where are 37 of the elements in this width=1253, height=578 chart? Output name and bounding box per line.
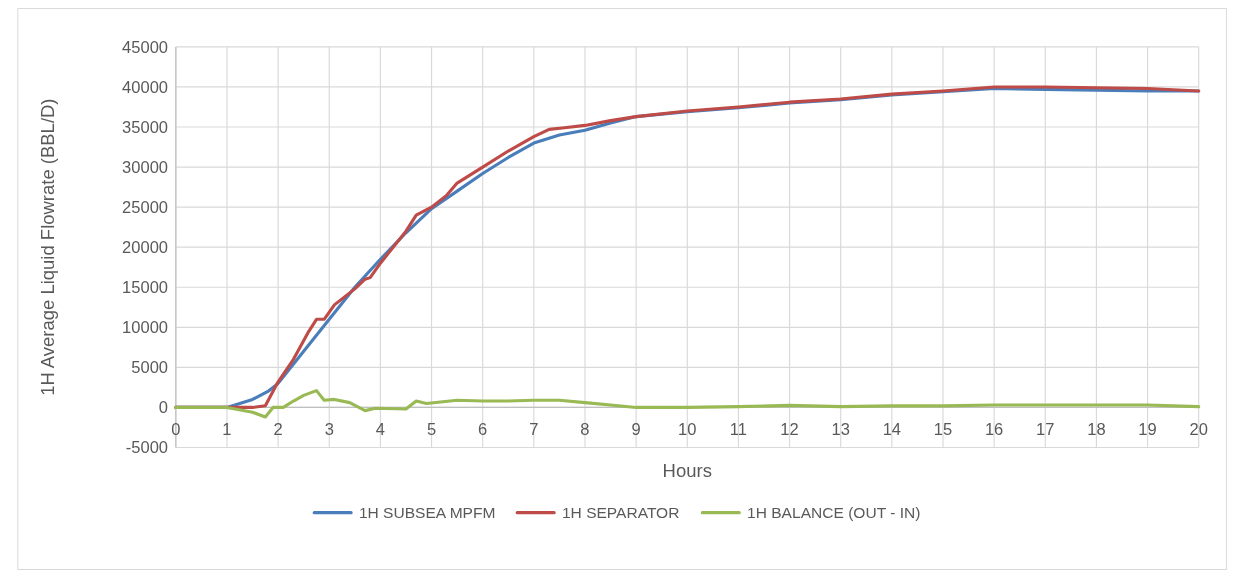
y-tick-label: 20000 <box>122 237 169 257</box>
y-tick-label: 40000 <box>122 77 169 97</box>
x-tick-label: 3 <box>324 419 334 439</box>
x-tick-label: 4 <box>375 419 385 439</box>
y-tick-label: -5000 <box>125 438 169 458</box>
y-tick-label: 0 <box>158 398 169 418</box>
x-tick-label: 6 <box>478 419 488 439</box>
y-tick-label: 10000 <box>122 318 169 338</box>
x-tick-label: 12 <box>780 419 799 439</box>
x-tick-label: 5 <box>426 419 437 439</box>
x-tick-label: 9 <box>631 419 641 439</box>
y-tick-label: 30000 <box>122 157 169 177</box>
y-tick-label: 45000 <box>122 37 169 57</box>
x-tick-label: 18 <box>1087 419 1106 439</box>
x-tick-label: 1 <box>222 419 232 439</box>
x-tick-label: 17 <box>1036 419 1055 439</box>
y-tick-label: 15000 <box>122 278 169 298</box>
legend-label: 1H SUBSEA MPFM <box>358 504 496 522</box>
legend-label: 1H BALANCE (OUT - IN) <box>747 504 921 522</box>
y-tick-label: 5000 <box>131 358 169 378</box>
x-tick-label: 11 <box>729 419 747 439</box>
y-tick-label: 25000 <box>122 197 169 217</box>
x-tick-label: 20 <box>1189 419 1208 439</box>
x-axis-title: Hours <box>662 459 712 481</box>
legend-label: 1H SEPARATOR <box>561 504 680 522</box>
y-axis-title: 1H Average Liquid Flowrate (BBL/D) <box>37 98 59 396</box>
x-tick-label: 19 <box>1138 419 1157 439</box>
x-tick-label: 15 <box>933 419 953 439</box>
y-tick-label: 35000 <box>122 117 169 137</box>
x-tick-label: 7 <box>529 419 539 439</box>
line-series <box>174 389 1201 419</box>
x-tick-label: 10 <box>678 419 697 439</box>
x-tick-label: 14 <box>882 419 902 439</box>
x-tick-label: 13 <box>831 419 850 439</box>
x-tick-label: 2 <box>273 419 283 439</box>
x-tick-label: 8 <box>580 419 590 439</box>
x-tick-label: 16 <box>984 419 1004 439</box>
